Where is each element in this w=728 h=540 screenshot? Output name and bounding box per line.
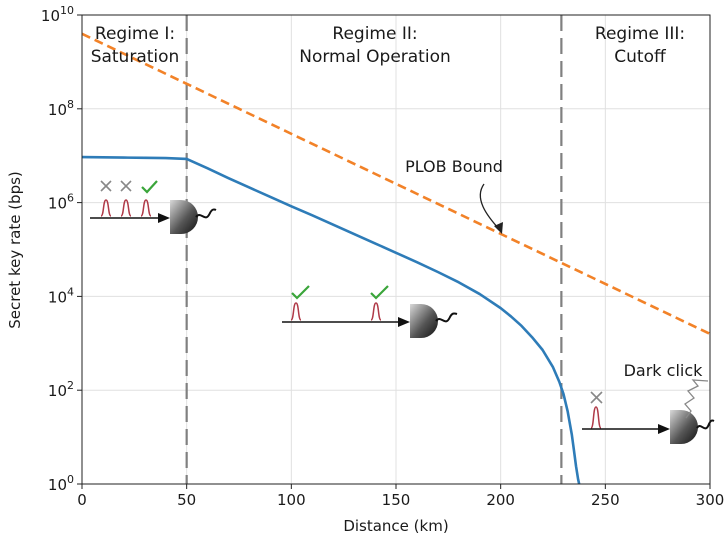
check-mark	[370, 285, 389, 300]
saturation-illustration	[90, 180, 217, 234]
x-tick-label: 150	[382, 491, 411, 509]
check-mark	[141, 180, 158, 194]
y-tick-label: 108	[48, 98, 74, 119]
cutoff-illustration: Dark click	[582, 361, 715, 444]
photon-pulses	[100, 199, 152, 217]
y-tick-label: 106	[48, 192, 74, 213]
y-tick-label: 102	[48, 379, 74, 400]
regime-labels: Regime I: Saturation Regime II: Normal O…	[91, 24, 685, 67]
x-tick-label: 100	[277, 491, 306, 509]
photon-pulses	[290, 302, 382, 321]
cross-mark	[590, 391, 603, 404]
regime-2-subtitle: Normal Operation	[299, 47, 451, 67]
cross-mark	[120, 180, 132, 192]
series-layer	[82, 32, 710, 484]
y-tick-label: 100	[48, 473, 74, 494]
secret-key-rate-line	[82, 155, 581, 484]
x-tick-label: 200	[486, 491, 515, 509]
signal-squiggle-icon	[195, 208, 217, 219]
x-tick-label: 50	[177, 491, 196, 509]
regime-1-subtitle: Saturation	[91, 47, 180, 67]
detector-icon	[170, 200, 198, 234]
regime-1-title: Regime I:	[95, 24, 175, 44]
dark-click-label: Dark click	[624, 361, 704, 380]
dark-click-squiggle-icon	[684, 379, 709, 419]
x-axis-label: Distance (km)	[343, 517, 448, 535]
arrow-head	[658, 424, 670, 434]
y-tick-label: 104	[48, 285, 74, 306]
plob-bound-line	[82, 32, 710, 336]
signal-squiggle-icon	[696, 419, 715, 430]
detector-icon	[670, 410, 698, 444]
x-axis: 0 50 100 150 200 250 300	[77, 484, 724, 509]
cross-mark	[100, 180, 112, 192]
x-tick-label: 0	[77, 491, 87, 509]
y-axis: 100 102 104 106 108 1010	[41, 4, 82, 494]
check-mark	[291, 285, 310, 300]
x-tick-label: 300	[696, 491, 725, 509]
regime-boundaries	[185, 15, 563, 484]
plob-arrow-head	[494, 222, 503, 234]
regime-3-title: Regime III:	[595, 24, 685, 44]
photon-pulse	[590, 406, 602, 429]
y-axis-label: Secret key rate (bps)	[6, 171, 24, 329]
arrow-head	[158, 213, 170, 223]
plob-bound-label: PLOB Bound	[405, 157, 503, 176]
regime-2-title: Regime II:	[332, 24, 417, 44]
y-tick-label: 1010	[41, 4, 74, 25]
detector-icon	[410, 304, 438, 338]
arrow-head	[398, 317, 410, 327]
regime-3-subtitle: Cutoff	[614, 47, 667, 67]
signal-squiggle-icon	[435, 312, 458, 323]
normal-operation-illustration	[282, 285, 458, 338]
x-tick-label: 250	[591, 491, 620, 509]
